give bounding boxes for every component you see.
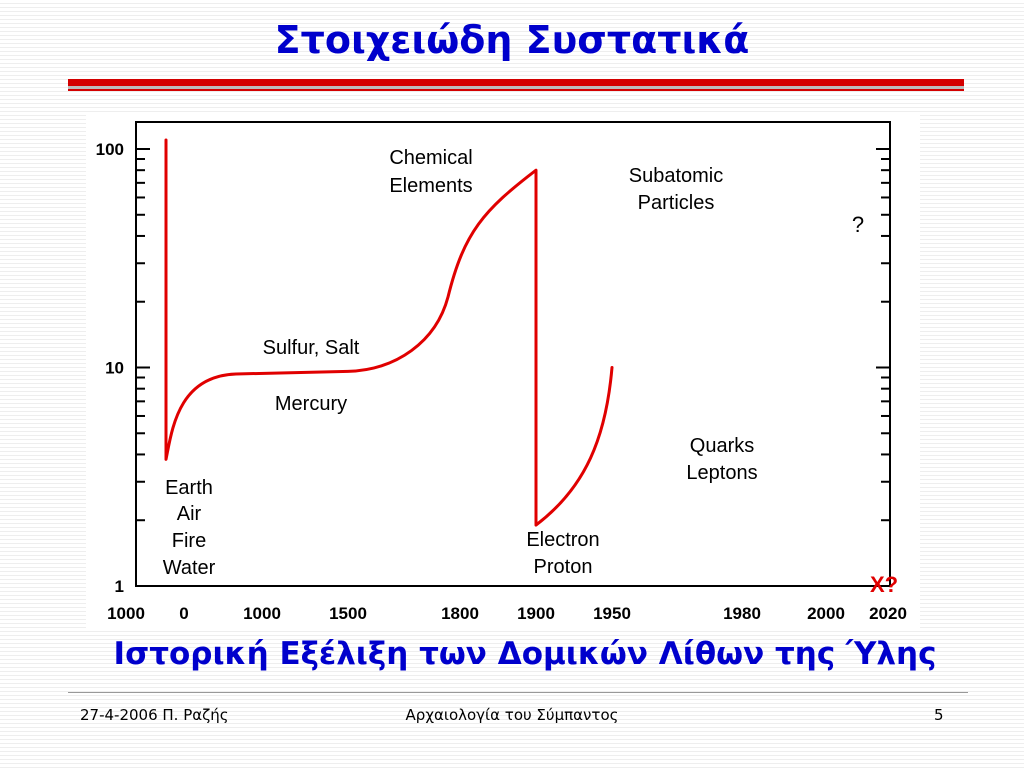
annotation-future: ? bbox=[852, 212, 864, 237]
x-tick-label: 1500 bbox=[329, 604, 367, 623]
annotation-atomic: Proton bbox=[534, 556, 593, 578]
x-tick-label: 1000 bbox=[107, 604, 145, 623]
annotation-early: Water bbox=[163, 557, 216, 579]
annotation-overlay: X? bbox=[870, 572, 898, 597]
plot-frame bbox=[135, 121, 891, 587]
footer-divider bbox=[68, 692, 968, 693]
annotations: Earth Air Fire Water Sulfur, Salt Mercury Chem… bbox=[163, 147, 898, 597]
y-tick-labels: 1 10 100 bbox=[96, 140, 124, 596]
slide-title: Στοιχειώδη Συστατικά bbox=[274, 18, 750, 62]
x-tick-label: 0 bbox=[179, 604, 188, 623]
annotation-standard-model: Leptons bbox=[686, 462, 757, 484]
chart-panel: 1 10 100 1000 0 1000 1500 1800 1900 1950 1980 2000… bbox=[86, 112, 920, 630]
x-tick-labels: 1000 0 1000 1500 1800 1900 1950 1980 2000 2020 bbox=[107, 604, 907, 623]
annotation-alchemy: Sulfur, Salt bbox=[263, 337, 360, 359]
chart: 1 10 100 1000 0 1000 1500 1800 1900 1950 1980 2000… bbox=[96, 121, 907, 623]
y-tick-label: 100 bbox=[96, 140, 124, 159]
footer-page-number: 5 bbox=[934, 706, 944, 724]
evolution-curve bbox=[164, 138, 614, 527]
annotation-early: Fire bbox=[172, 530, 206, 552]
footer-date-author: 27-4-2006 Π. Ραζής bbox=[80, 706, 229, 724]
x-tick-label: 1980 bbox=[723, 604, 761, 623]
annotation-early: Earth bbox=[165, 477, 213, 499]
x-tick-label: 2000 bbox=[807, 604, 845, 623]
y-tick-label: 1 bbox=[115, 577, 124, 596]
annotation-chemical: Chemical bbox=[389, 147, 472, 169]
x-tick-label: 2020 bbox=[869, 604, 907, 623]
annotation-atomic: Electron bbox=[526, 529, 599, 551]
annotation-early: Air bbox=[177, 503, 202, 525]
annotation-subatomic: Subatomic bbox=[629, 165, 724, 187]
y-tick-label: 10 bbox=[105, 359, 124, 378]
title-shadow-bar bbox=[68, 86, 964, 89]
x-tick-label: 1900 bbox=[517, 604, 555, 623]
x-tick-label: 1800 bbox=[441, 604, 479, 623]
title-accent-bar bbox=[68, 79, 964, 91]
annotation-alchemy: Mercury bbox=[275, 393, 347, 415]
annotation-chemical: Elements bbox=[389, 175, 472, 197]
x-tick-label: 1000 bbox=[243, 604, 281, 623]
y-ticks bbox=[136, 148, 890, 587]
annotation-standard-model: Quarks bbox=[690, 435, 754, 457]
x-tick-label: 1950 bbox=[593, 604, 631, 623]
annotation-subatomic: Particles bbox=[638, 192, 715, 214]
slide-subtitle: Ιστορική Εξέλιξη των Δομικών Λίθων της Ύ… bbox=[113, 636, 937, 672]
footer-lecture-title: Αρχαιολογία του Σύμπαντος bbox=[405, 706, 619, 724]
